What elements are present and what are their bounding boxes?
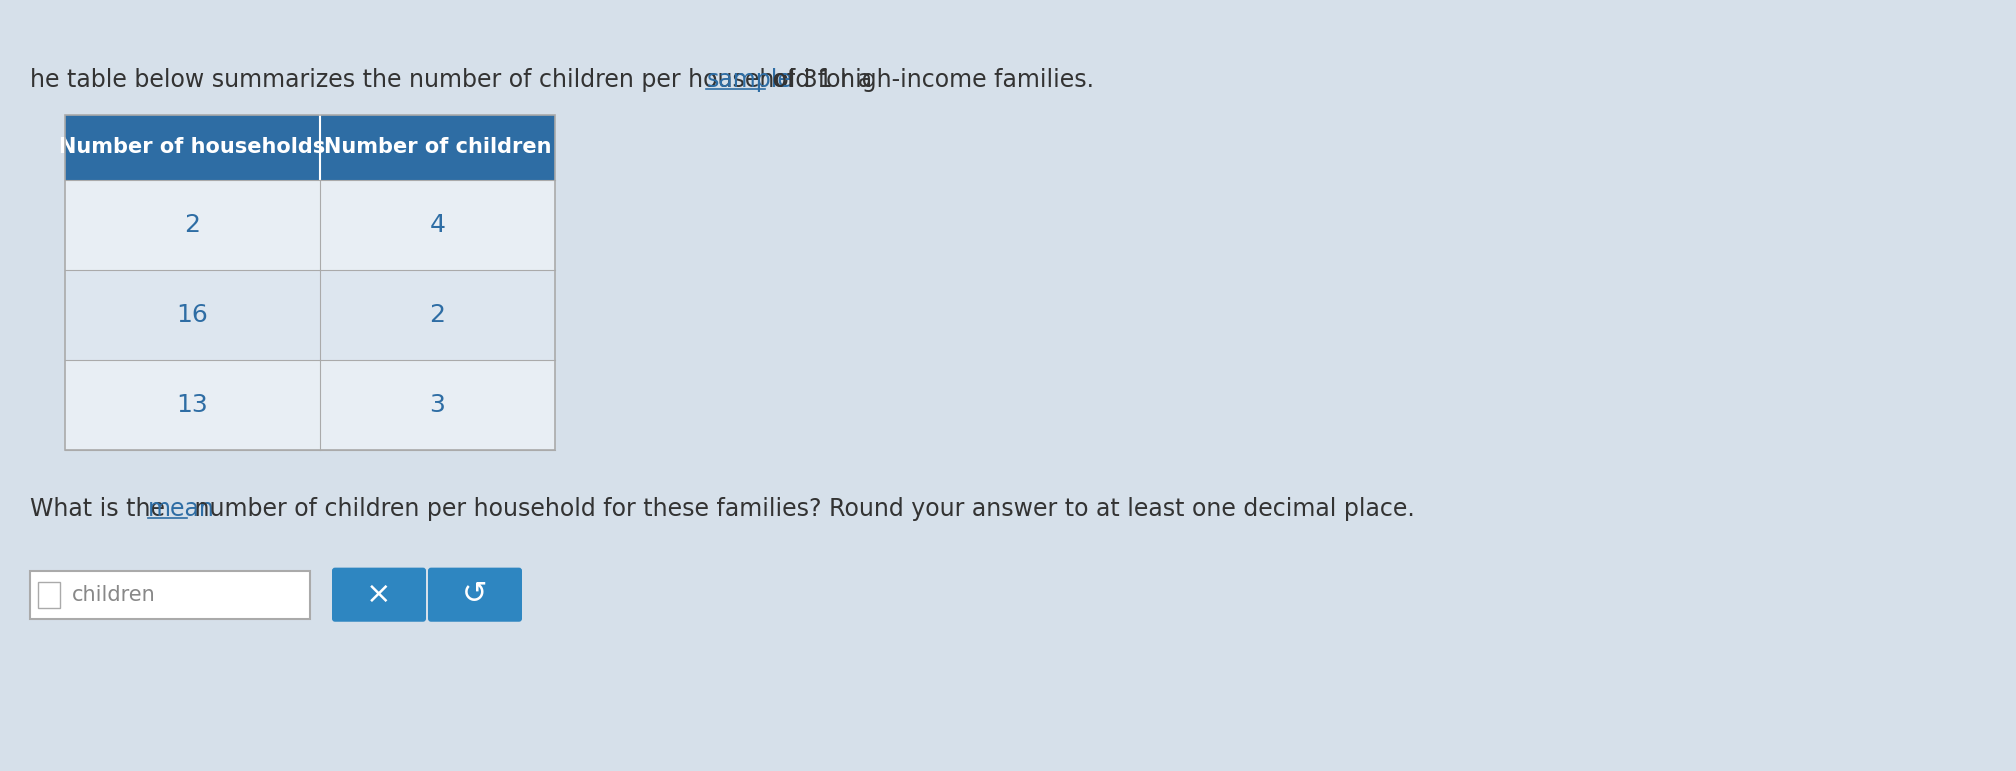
FancyBboxPatch shape <box>65 360 554 450</box>
FancyBboxPatch shape <box>333 567 425 621</box>
Text: 13: 13 <box>177 393 208 417</box>
Text: mean: mean <box>147 497 214 520</box>
Text: 3: 3 <box>429 393 446 417</box>
FancyBboxPatch shape <box>65 180 554 270</box>
Text: 16: 16 <box>177 303 208 327</box>
FancyBboxPatch shape <box>427 567 522 621</box>
Text: ×: × <box>367 581 391 609</box>
Text: Number of children: Number of children <box>325 137 550 157</box>
Text: 4: 4 <box>429 213 446 237</box>
Text: number of children per household for these families? Round your answer to at lea: number of children per household for the… <box>187 497 1415 520</box>
FancyBboxPatch shape <box>65 270 554 360</box>
FancyBboxPatch shape <box>30 571 310 619</box>
Text: Number of households: Number of households <box>58 137 327 157</box>
FancyBboxPatch shape <box>38 581 60 608</box>
Text: 2: 2 <box>185 213 200 237</box>
Text: ↺: ↺ <box>462 581 488 609</box>
Text: of 31 high-income families.: of 31 high-income families. <box>764 68 1095 92</box>
FancyBboxPatch shape <box>65 115 554 180</box>
Text: 2: 2 <box>429 303 446 327</box>
Text: What is the: What is the <box>30 497 173 520</box>
Text: he table below summarizes the number of children per household for a: he table below summarizes the number of … <box>30 68 879 92</box>
Text: children: children <box>73 584 155 604</box>
Text: sample: sample <box>706 68 792 92</box>
